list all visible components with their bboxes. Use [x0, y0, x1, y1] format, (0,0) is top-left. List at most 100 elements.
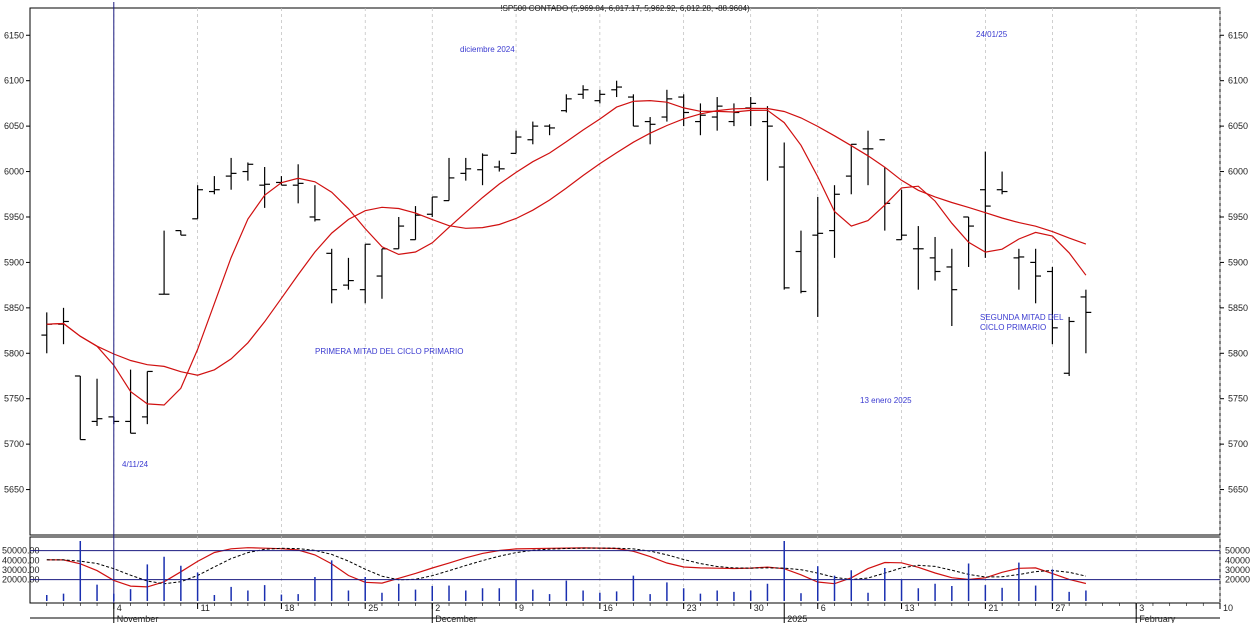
ohlc-bar: [1030, 248, 1041, 304]
ohlc-bar: [929, 236, 941, 281]
ohlc-bar: [225, 157, 237, 190]
ohlc-bar: [644, 117, 656, 145]
ohlc-bar: [292, 164, 304, 204]
ohlc-bar: [209, 176, 220, 195]
ohlc-bar: [678, 94, 690, 127]
ohlc-bar: [125, 369, 136, 434]
ohlc-bar: [577, 85, 589, 99]
y-tick-label-right: 5850: [1228, 303, 1248, 313]
ohlc-bar: [912, 226, 924, 290]
ohlc-bar: [745, 97, 757, 127]
annotation-text: 24/01/25: [976, 30, 1008, 39]
ohlc-bar: [493, 160, 505, 172]
price-panel-frame: [29, 7, 1221, 536]
annotation-text: 13 enero 2025: [860, 396, 912, 405]
x-tick-label: 6: [821, 603, 826, 613]
ohlc-bar: [477, 153, 488, 186]
annotation-text: 4/11/24: [122, 460, 149, 469]
ohlc-bar: [158, 230, 170, 295]
ohlc-bar: [460, 157, 472, 181]
y-tick-label-right: 5650: [1228, 485, 1248, 495]
x-tick-label: 27: [1055, 603, 1065, 613]
chart-title: !SP500 CONTADO (5,969.04, 6,017.17, 5,96…: [500, 4, 750, 13]
ohlc-bar: [527, 121, 539, 145]
y-tick-label-right: 6050: [1228, 121, 1248, 131]
y-tick-label-left: 6000: [4, 167, 24, 177]
x-tick-label: 4: [117, 603, 122, 613]
moving-average-slow: [46, 107, 1087, 376]
ohlc-bar: [879, 139, 891, 231]
x-tick-label: 11: [201, 603, 210, 613]
ohlc-bar: [996, 171, 1008, 195]
ohlc-bar: [309, 185, 321, 222]
ohlc-bar: [359, 243, 371, 304]
y-tick-label-right: 5800: [1228, 348, 1248, 358]
x-tick-label: 13: [905, 603, 915, 613]
indicator-tick-label-left: 40000.00: [2, 555, 40, 565]
ohlc-bar: [242, 162, 254, 181]
indicator-tick-label-right: 20000: [1225, 575, 1250, 585]
moving-average-fast: [46, 99, 1087, 406]
y-tick-label-right: 6150: [1228, 30, 1248, 40]
ohlc-bar: [343, 257, 354, 290]
indicator-tick-label-right: 30000: [1225, 565, 1250, 575]
annotation-text: PRIMERA MITAD DEL CICLO PRIMARIO: [315, 347, 463, 356]
ohlc-bar: [778, 142, 790, 290]
indicator-tick-label-right: 50000: [1225, 546, 1250, 556]
y-tick-label-left: 6100: [4, 76, 24, 86]
month-label: 2025: [787, 614, 807, 623]
indicator-tick-label-left: 50000.00: [2, 546, 40, 556]
ohlc-bar: [41, 312, 53, 354]
ohlc-bar: [728, 103, 740, 127]
ohlc-bar: [1080, 289, 1092, 354]
ohlc-bar: [896, 189, 907, 241]
ohlc-bar: [192, 185, 203, 220]
annotation-text: diciembre 2024: [460, 45, 515, 54]
y-tick-label-right: 6000: [1228, 167, 1248, 177]
indicator-tick-label-right: 40000: [1225, 555, 1250, 565]
ohlc-bar: [795, 230, 807, 294]
x-tick-label: 16: [603, 603, 613, 613]
ohlc-bar: [376, 248, 388, 299]
x-tick-label: 25: [368, 603, 378, 613]
ohlc-bar: [979, 151, 991, 258]
ohlc-bar: [695, 103, 706, 136]
indicator-tick-label-left: 30000.00: [2, 565, 40, 575]
y-tick-label-left: 5750: [4, 394, 24, 404]
ohlc-bar: [812, 196, 824, 317]
month-label: December: [435, 614, 477, 623]
ohlc-bar: [276, 176, 287, 186]
ohlc-bar: [259, 167, 271, 208]
x-tick-label: 10: [1223, 603, 1233, 613]
month-label: November: [117, 614, 159, 623]
y-tick-label-left: 5800: [4, 348, 24, 358]
ohlc-bar: [862, 130, 874, 186]
y-tick-label-left: 5950: [4, 212, 24, 222]
y-tick-label-right: 5950: [1228, 212, 1248, 222]
ohlc-bar: [410, 206, 421, 241]
y-tick-label-right: 6100: [1228, 76, 1248, 86]
ohlc-bar: [845, 143, 857, 195]
month-label: February: [1139, 614, 1176, 623]
y-tick-label-left: 6050: [4, 121, 24, 131]
ohlc-bar: [829, 185, 840, 258]
ohlc-bar: [91, 378, 103, 426]
y-tick-label-right: 5700: [1228, 439, 1248, 449]
ohlc-bar: [628, 94, 639, 127]
annotation-text: CICLO PRIMARIO: [980, 323, 1046, 332]
ohlc-bar: [1063, 316, 1075, 376]
ohlc-bar: [74, 375, 86, 441]
y-tick-label-right: 5750: [1228, 394, 1248, 404]
ohlc-bar: [426, 196, 438, 217]
ohlc-bar: [661, 89, 673, 122]
ohlc-bar: [1013, 248, 1025, 290]
ohlc-bar: [141, 370, 153, 425]
ohlc-bar: [762, 106, 773, 181]
x-tick-label: 21: [988, 603, 998, 613]
ohlc-bar: [611, 80, 622, 98]
y-tick-label-left: 5650: [4, 485, 24, 495]
ohlc-bar: [393, 216, 405, 250]
ohlc-bar: [711, 97, 723, 131]
y-tick-label-left: 6150: [4, 30, 24, 40]
